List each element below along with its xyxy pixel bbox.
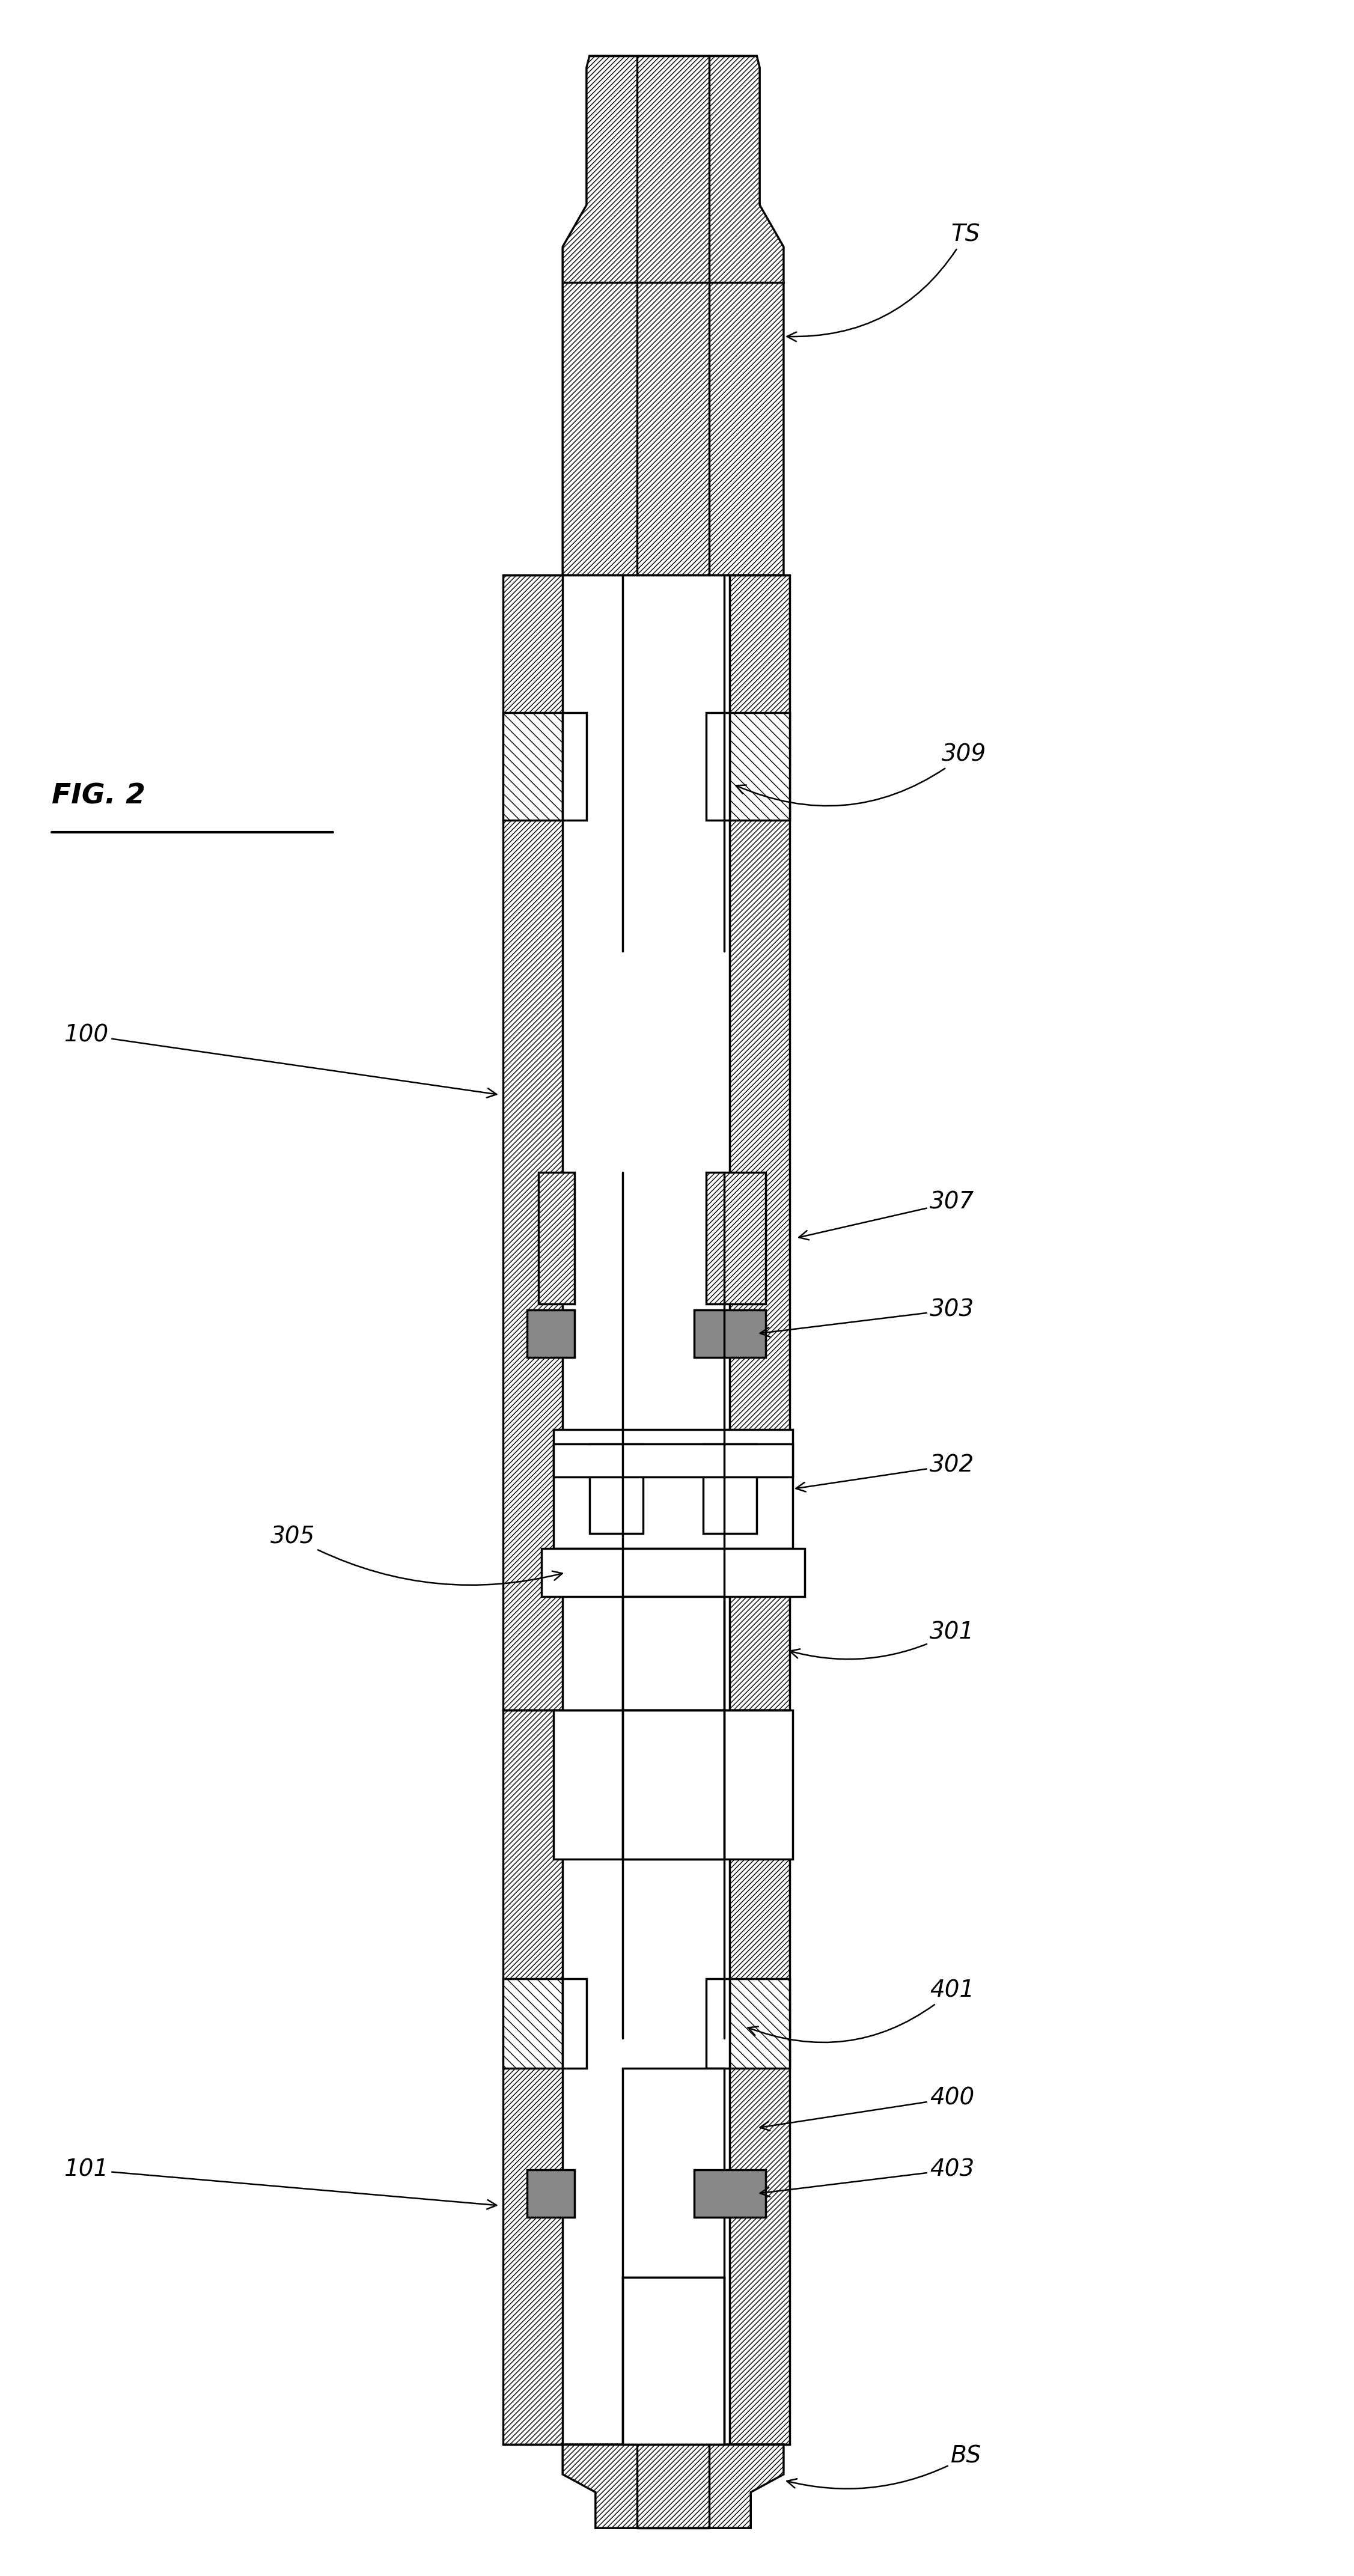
Bar [705, 714, 730, 819]
Bar [502, 1978, 563, 2069]
Text: 100: 100 [64, 1023, 497, 1097]
Text: 401: 401 [747, 1978, 975, 2043]
Bar [502, 1710, 563, 2445]
Text: 305: 305 [271, 1525, 562, 1584]
Bar [589, 1445, 643, 1533]
Bar [554, 1710, 792, 1860]
Bar [730, 574, 789, 1710]
Bar [542, 1548, 804, 1597]
Bar [527, 1309, 574, 1358]
Bar [705, 1172, 766, 1303]
Polygon shape [563, 57, 784, 574]
Bar [730, 1710, 789, 2445]
Bar [730, 1978, 789, 2069]
Bar [623, 2277, 724, 2445]
Bar [623, 1597, 724, 1710]
Bar [563, 714, 586, 819]
Text: TS: TS [787, 224, 980, 343]
Bar [695, 1309, 766, 1358]
Bar [554, 1445, 792, 1476]
Bar [705, 1978, 730, 2069]
Text: FIG. 2: FIG. 2 [51, 783, 146, 809]
Bar [623, 2069, 724, 2277]
Text: 301: 301 [789, 1620, 975, 1659]
Bar [502, 714, 563, 819]
Text: 302: 302 [796, 1453, 975, 1492]
Text: BS: BS [787, 2445, 982, 2488]
Bar [527, 2169, 574, 2218]
Bar [623, 1710, 724, 1860]
Text: 101: 101 [64, 2159, 497, 2210]
Bar [563, 1978, 586, 2069]
Polygon shape [563, 2445, 784, 2527]
Bar [730, 714, 789, 819]
Text: 309: 309 [737, 742, 987, 806]
Bar [703, 1445, 757, 1533]
Bar [554, 1430, 792, 1548]
Bar [539, 1172, 574, 1303]
Bar [502, 574, 563, 1710]
Text: 400: 400 [760, 2087, 975, 2130]
Text: 307: 307 [799, 1190, 975, 1239]
Bar [695, 2169, 766, 2218]
Text: 403: 403 [760, 2159, 975, 2197]
Text: 303: 303 [760, 1298, 975, 1337]
